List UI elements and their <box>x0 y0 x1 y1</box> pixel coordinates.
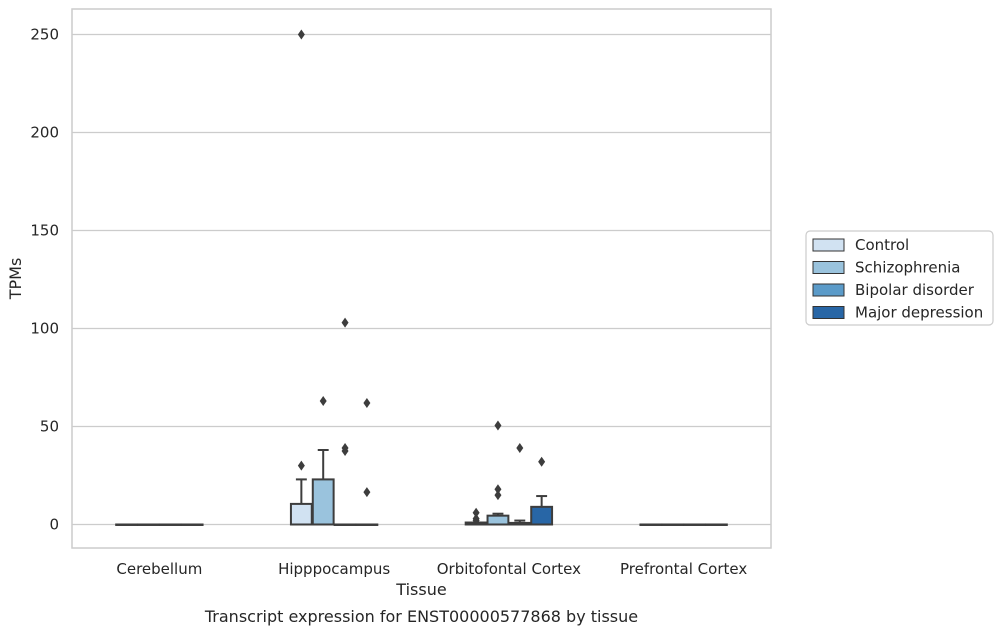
y-axis-label: TPMs <box>6 258 25 301</box>
box <box>289 502 313 526</box>
box-bipolar-disorder <box>508 443 532 526</box>
box-bipolar-disorder <box>158 523 182 526</box>
y-tick-label: 250 <box>30 25 59 43</box>
y-tick-label: 200 <box>30 123 59 141</box>
box-major-depression <box>180 523 204 526</box>
x-tick-label: Hipppocampus <box>278 560 390 578</box>
box-control <box>115 523 139 526</box>
outlier-point <box>319 396 327 406</box>
y-tick-label: 50 <box>40 417 59 435</box>
outlier-point <box>472 513 480 524</box>
outlier-point <box>363 397 371 408</box>
box-control <box>464 507 488 526</box>
legend-swatch <box>812 238 845 252</box>
outlier-point <box>516 443 524 454</box>
box-plot-area <box>115 29 728 526</box>
outlier-point <box>472 507 480 518</box>
box-bipolar-disorder <box>333 317 357 526</box>
legend: Control Schizophrenia Bipolar disorder Majo… <box>805 230 994 326</box>
legend-label: Major depression <box>855 304 983 322</box>
outlier-point <box>494 490 502 501</box>
legend-swatch <box>812 283 845 297</box>
legend-box <box>805 230 994 326</box>
box-major-depression <box>704 523 728 526</box>
plot-frame <box>71 8 772 549</box>
y-tick-label: 150 <box>30 221 59 239</box>
y-tick-label: 0 <box>49 515 59 533</box>
outlier-point <box>297 29 305 40</box>
box <box>486 514 510 526</box>
x-tick-label: Prefrontal Cortex <box>620 560 747 578</box>
outlier-point <box>363 487 371 498</box>
legend-label: Schizophrenia <box>855 259 960 277</box>
box-bipolar-disorder <box>683 523 706 526</box>
y-gridlines <box>72 33 771 526</box>
box-schizophrenia <box>137 523 160 526</box>
chart-title: Transcript expression for ENST0000057786… <box>204 607 638 626</box>
box-major-depression <box>530 456 554 526</box>
box-schizophrenia <box>311 396 335 526</box>
legend-label: Control <box>855 236 909 254</box>
y-tick-labels: 0 50 100 150 200 250 <box>30 25 59 533</box>
outlier-point <box>494 484 502 495</box>
legend-label: Bipolar disorder <box>855 281 975 299</box>
x-tick-labels: Cerebellum Hipppocampus Orbitofontal Corte… <box>116 560 747 578</box>
y-tick-label: 100 <box>30 319 59 337</box>
box <box>530 505 554 526</box>
x-tick-label: Orbitofontal Cortex <box>437 560 581 578</box>
box-control <box>289 29 313 526</box>
outlier-point <box>538 456 546 467</box>
outlier-point <box>297 460 305 471</box>
box <box>311 478 335 526</box>
legend-swatch <box>812 306 845 319</box>
x-axis-label: Tissue <box>395 580 446 599</box>
legend-swatch <box>812 261 845 274</box>
box-major-depression <box>355 397 379 526</box>
outlier-point <box>341 443 349 454</box>
outlier-point <box>494 420 502 431</box>
box-schizophrenia <box>486 420 510 526</box>
box-control <box>639 523 663 526</box>
outlier-point <box>341 317 349 328</box>
box-schizophrenia <box>661 523 685 526</box>
x-tick-label: Cerebellum <box>116 560 202 578</box>
